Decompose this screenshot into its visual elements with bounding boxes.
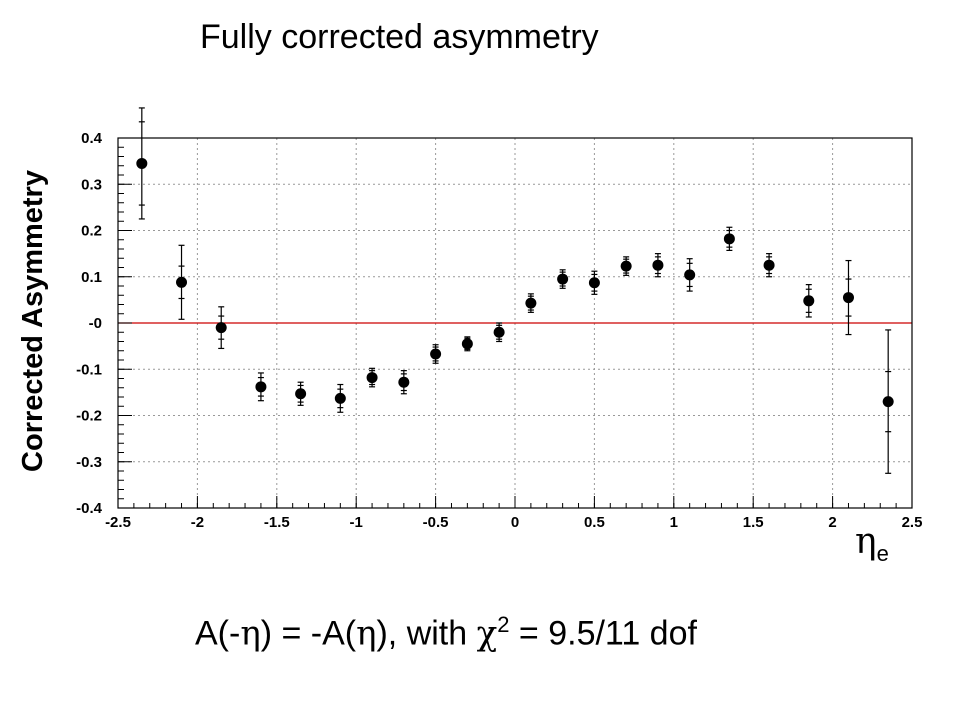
y-tick-label: -0.2 <box>76 408 102 425</box>
y-tick-label: -0.4 <box>76 500 103 517</box>
data-point <box>723 226 735 251</box>
data-point <box>842 259 854 336</box>
data-marker <box>334 392 346 404</box>
data-marker <box>620 260 632 272</box>
x-tick-label: 2.5 <box>902 514 923 531</box>
data-point <box>176 244 188 320</box>
data-point <box>652 253 664 278</box>
data-marker <box>557 273 569 285</box>
formula-part-4: = 9.5/11 dof <box>509 614 697 653</box>
plot-frame <box>117 137 913 509</box>
x-axis-label-sub: e <box>877 541 889 566</box>
formula-part-1: A(- <box>195 614 241 653</box>
y-tick-label: 0.3 <box>81 176 102 193</box>
data-marker <box>398 376 410 388</box>
x-tick-label: 1 <box>670 514 678 531</box>
y-tick-label: -0.1 <box>76 361 102 378</box>
chi-exponent: 2 <box>497 612 510 637</box>
data-point <box>557 269 569 289</box>
data-marker <box>652 259 664 271</box>
data-marker <box>430 348 442 360</box>
x-tick-label: 2 <box>828 514 836 531</box>
data-point <box>684 258 696 292</box>
data-point <box>366 367 378 388</box>
data-point <box>334 383 346 413</box>
x-axis-label: ηe <box>855 521 889 566</box>
data-marker <box>176 276 188 288</box>
x-tick-label: -1 <box>350 514 363 531</box>
y-tick-label: -0.3 <box>76 454 102 471</box>
x-tick-label: -0.5 <box>423 514 449 531</box>
x-tick-label: -1.5 <box>264 514 290 531</box>
data-marker <box>882 396 894 408</box>
data-point <box>295 381 307 406</box>
x-tick-label: 1.5 <box>743 514 764 531</box>
formula-part-2: ) = -A( <box>260 614 357 653</box>
data-point <box>255 372 267 402</box>
data-marker <box>684 269 696 281</box>
y-tick-label: 0.4 <box>81 130 103 147</box>
data-point <box>620 256 632 276</box>
data-marker <box>525 297 537 309</box>
data-marker <box>215 322 227 334</box>
y-tick-label: 0.1 <box>81 269 102 286</box>
data-point <box>525 293 537 313</box>
data-marker <box>366 372 378 384</box>
data-point <box>215 306 227 350</box>
axes <box>117 137 913 509</box>
data-marker <box>588 277 600 289</box>
y-axis-label: Corrected Asymmetry <box>17 170 49 472</box>
eta-symbol-1: η <box>240 613 261 654</box>
data-point <box>461 336 473 352</box>
x-tick-label: -2.5 <box>105 514 131 531</box>
chi2-formula: A(-η) = -A(η), with χ2 = 9.5/11 dof <box>195 612 697 653</box>
data-marker <box>255 381 267 393</box>
data-marker <box>803 295 815 307</box>
eta-symbol-2: η <box>356 613 377 654</box>
x-tick-label: 0 <box>511 514 519 531</box>
x-axis-label-base: η <box>855 521 877 562</box>
y-tick-label: -0 <box>89 315 102 332</box>
data-marker <box>723 233 735 245</box>
data-point <box>882 329 894 474</box>
chi-symbol: χ <box>476 613 498 654</box>
data-marker <box>461 338 473 350</box>
data-point <box>398 370 410 395</box>
data-point <box>430 344 442 364</box>
data-point <box>803 284 815 318</box>
data-points <box>136 107 894 474</box>
y-tick-label: 0.2 <box>81 223 102 240</box>
x-tick-label: 0.5 <box>584 514 605 531</box>
data-point <box>493 322 505 343</box>
asymmetry-chart: -2.5 -2 -1.5 -1 -0.5 0 0.5 1 1.5 2 2.5 -0.4 -0.3 -0.2… <box>17 107 922 566</box>
data-point <box>136 107 148 220</box>
x-tick-label: -2 <box>191 514 204 531</box>
data-marker <box>842 292 854 304</box>
tick-labels: -2.5 -2 -1.5 -1 -0.5 0 0.5 1 1.5 2 2.5 -0.4 -0.3 -0.2… <box>76 130 922 531</box>
data-marker <box>763 259 775 271</box>
data-point <box>588 270 600 295</box>
formula-part-3: ), with <box>376 614 477 653</box>
data-marker <box>493 326 505 338</box>
data-point <box>763 253 775 278</box>
data-marker <box>136 157 148 169</box>
data-marker <box>295 388 307 400</box>
slide-title: Fully corrected asymmetry <box>200 18 599 56</box>
